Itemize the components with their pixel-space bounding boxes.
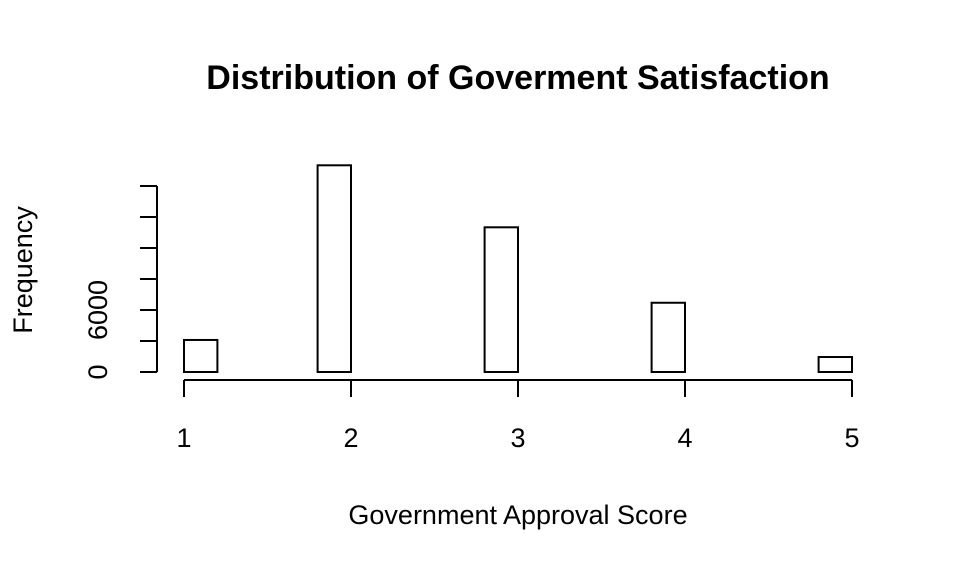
x-tick-label: 4 (677, 423, 692, 453)
bar (650, 301, 686, 373)
y-tick-label: 0 (83, 364, 113, 379)
bar (183, 338, 219, 373)
x-tick-label: 3 (510, 423, 525, 453)
x-tick-label: 1 (176, 423, 191, 453)
x-tick-label: 2 (343, 423, 358, 453)
bar (483, 226, 520, 373)
bar (817, 356, 853, 374)
chart-title: Distribution of Goverment Satisfaction (206, 59, 829, 97)
bar (316, 164, 353, 373)
y-axis-label: Frequency (8, 206, 38, 334)
y-tick-label: 6000 (83, 280, 113, 340)
x-tick-label: 5 (844, 423, 859, 453)
x-axis-label: Government Approval Score (348, 500, 687, 530)
